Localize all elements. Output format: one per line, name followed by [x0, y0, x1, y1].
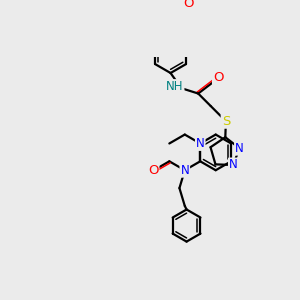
Text: O: O [213, 71, 224, 84]
Text: N: N [229, 158, 238, 172]
Text: NH: NH [166, 80, 184, 93]
Text: O: O [184, 0, 194, 10]
Text: S: S [222, 115, 230, 128]
Text: O: O [148, 164, 158, 177]
Text: N: N [235, 142, 244, 155]
Text: N: N [196, 137, 205, 150]
Text: N: N [180, 164, 189, 177]
